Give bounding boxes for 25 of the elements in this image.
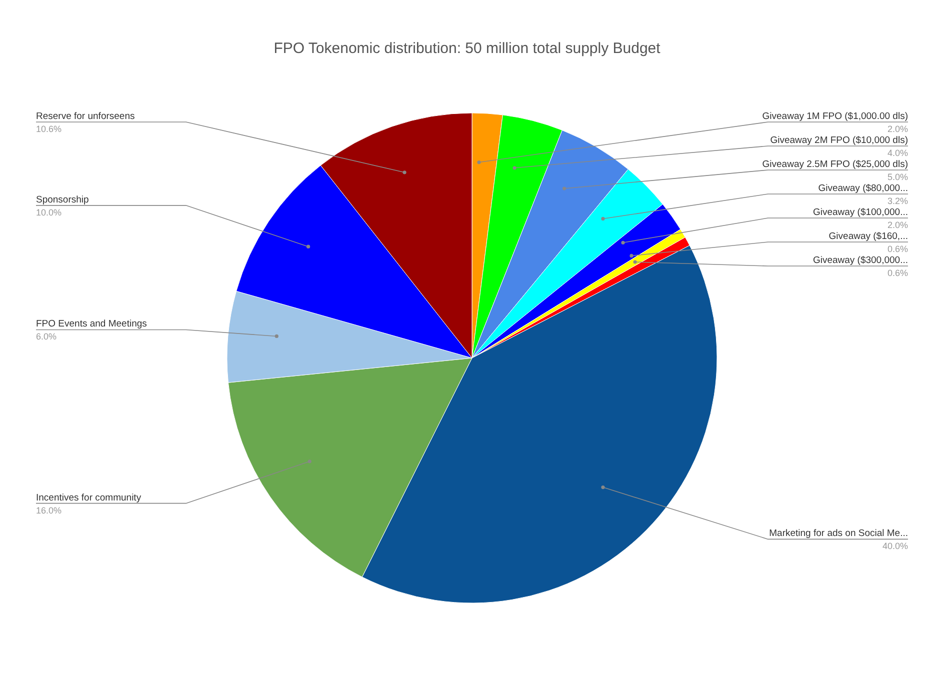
data-label: 10.6% [36, 124, 62, 134]
data-label: 0.6% [887, 268, 908, 278]
data-label: 5.0% [887, 172, 908, 182]
slice-label: FPO Events and Meetings [36, 318, 148, 330]
slice-label: Giveaway 2.5M FPO ($25,000 dls) [762, 159, 908, 170]
data-label: 2.0% [887, 220, 908, 230]
data-label: 10.0% [36, 207, 62, 218]
data-label: 40.0% [882, 541, 908, 552]
slice-label: Giveaway 1M FPO ($1,000.00 dls) [762, 111, 908, 122]
chart-title: FPO Tokenomic distribution: 50 million total supply Budget [272, 40, 662, 57]
slice-label: Sponsorship [36, 194, 89, 206]
slice-label: Reserve for unforseens [36, 111, 135, 122]
data-label: 16.0% [36, 505, 62, 516]
slice-label: Incentives for community [36, 492, 142, 504]
data-label: 3.2% [887, 196, 908, 206]
data-label: 4.0% [887, 148, 908, 158]
slice-label: Giveaway ($80,000... [818, 183, 908, 194]
data-label: 6.0% [36, 332, 57, 342]
slice-label: Giveaway ($160,... [828, 231, 908, 242]
slice-label: Marketing for ads on Social Me... [769, 528, 908, 540]
slice-label: Giveaway 2M FPO ($10,000 dls) [770, 135, 908, 146]
data-label: 0.6% [887, 244, 908, 254]
slice-label: Giveaway ($300,000... [812, 255, 908, 266]
data-label: 2.0% [887, 124, 908, 134]
slice-label: Giveaway ($100,000... [812, 207, 908, 218]
